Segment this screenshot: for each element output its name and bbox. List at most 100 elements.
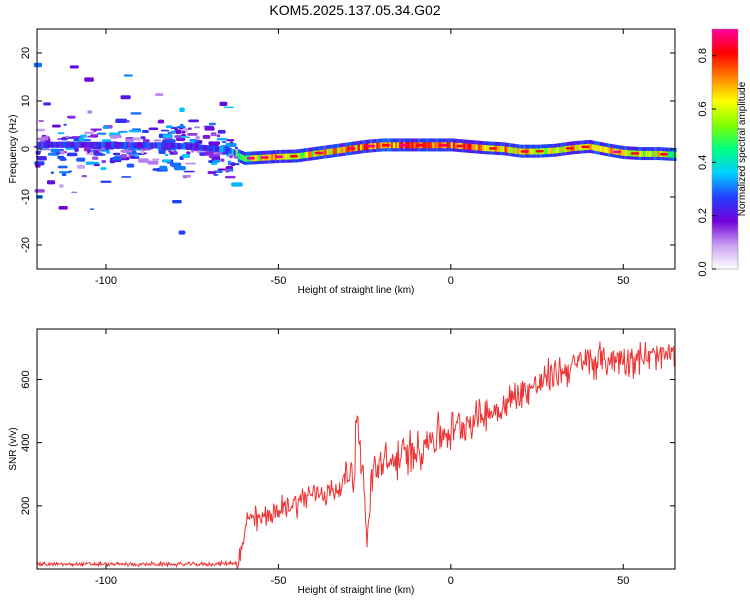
spectrogram-ridge-cell xyxy=(624,150,627,157)
spectrogram-ridge-cell xyxy=(283,153,286,160)
spectrogram-ridge-cell xyxy=(510,147,514,154)
spectrogram-ridge-cell xyxy=(504,146,507,153)
spectrogram-ridge-cell xyxy=(577,144,580,151)
spectrogram-ridge-cell xyxy=(423,142,427,149)
spectrogram-ridge-cell xyxy=(117,141,120,148)
spectrogram-ridge-cell xyxy=(59,141,62,148)
spectrogram-ridge-cell xyxy=(146,142,149,149)
spectrogram-noise-cell xyxy=(220,158,225,162)
spectrogram-ridge-cell xyxy=(65,141,69,148)
spectrogram-noise-cell xyxy=(120,95,131,100)
spectrogram-noise-cell xyxy=(120,154,128,159)
spectrogram-peak-cell xyxy=(439,143,448,147)
spectrogram-ridge-cell xyxy=(217,145,220,152)
spectrogram-ridge-cell xyxy=(432,142,435,149)
spectrogram-ridge-cell xyxy=(175,142,178,149)
spectrogram-ridge-cell xyxy=(138,142,141,149)
spectrogram-ridge-cell xyxy=(82,141,85,148)
spectrogram-ridge-cell xyxy=(426,142,429,149)
spectrogram-ridge-cell xyxy=(219,146,222,153)
spectrogram-ridge-cell xyxy=(177,142,180,149)
spectrogram-noise-cell xyxy=(180,134,187,136)
spectrogram-noise-cell xyxy=(94,153,106,156)
spectrogram-noise-cell xyxy=(169,162,182,167)
spectrogram-noise-cell xyxy=(58,171,71,174)
spectrogram-noise-cell xyxy=(186,136,191,139)
spectrogram-noise-cell xyxy=(80,134,88,138)
spectrogram-noise-cell xyxy=(208,141,220,146)
spectrogram-ridge-cell xyxy=(231,148,234,155)
spectrogram-ridge-cell xyxy=(413,142,416,149)
spectrogram-noise-cell xyxy=(84,77,94,82)
spectrogram-y-axis-title: Frequency (Hz) xyxy=(8,115,19,184)
spectrogram-ridge-cell xyxy=(51,141,54,148)
spectrogram-ridge-cell xyxy=(78,141,81,148)
spectrogram-peak-cell xyxy=(489,147,498,150)
spectrogram-noise-cell xyxy=(165,125,173,129)
spectrogram-ridge-cell xyxy=(651,150,654,157)
spectrogram-noise-cell xyxy=(202,134,211,139)
spectrogram-noise-cell xyxy=(181,154,191,158)
spectrogram-ridge-cell xyxy=(192,144,195,151)
spectrogram-ridge-cell xyxy=(554,147,557,154)
spectrogram-ridge-cell xyxy=(119,141,122,148)
spectrogram-noise-cell xyxy=(37,137,49,141)
spectrogram-ridge-cell xyxy=(595,145,598,152)
spectrogram-peak-cell xyxy=(246,157,255,160)
spectrogram-ridge-cell xyxy=(502,146,505,153)
snr-panel: -100 -50 0 50 200 400 600 Height of straight … xyxy=(8,328,676,596)
spectrogram-noise-cell xyxy=(100,167,107,171)
spectrogram-ridge-cell xyxy=(380,142,383,149)
spectrogram-ridge-cell xyxy=(256,155,259,162)
spectrogram-noise-cell xyxy=(152,158,160,161)
spectrogram-noise-cell xyxy=(231,182,243,187)
spectrogram-marks xyxy=(33,62,677,235)
spectrogram-noise-cell xyxy=(59,150,65,155)
spectrogram-noise-cell xyxy=(180,138,186,141)
spectrogram-noise-cell xyxy=(210,132,217,137)
spectrogram-ridge-cell xyxy=(343,146,346,153)
spectrogram-ridge-cell xyxy=(74,141,77,148)
spectrogram-peak-cell xyxy=(535,150,544,153)
spectrogram-noise-cell xyxy=(90,161,100,165)
spectrogram-ridge-cell xyxy=(84,141,87,148)
spectrogram-peak-cell xyxy=(581,145,590,149)
spectrogram-noise-cell xyxy=(89,208,95,210)
spectrogram-ridge-cell xyxy=(113,141,116,148)
spectrogram-noise-cell xyxy=(147,160,159,165)
spectrogram-ridge-cell xyxy=(111,141,114,148)
spectrogram-ridge-cell xyxy=(411,142,414,149)
colorbar-ticks: 0.0 0.2 0.4 0.6 0.8 xyxy=(697,48,716,277)
snr-x-ticks: -100 -50 0 50 xyxy=(95,329,629,587)
spectrogram-ridge-cell xyxy=(196,144,199,151)
spectrogram-ridge-cell xyxy=(361,144,365,151)
spectrogram-noise-cell xyxy=(63,123,67,126)
spectrogram-ridge-cell xyxy=(57,141,60,148)
spectrogram-ridge-cell xyxy=(208,145,211,152)
spectrogram-ridge-cell xyxy=(477,144,480,151)
spectrogram-noise-cell xyxy=(168,139,176,143)
spectrogram-ridge-cell xyxy=(148,142,151,149)
spectrogram-noise-cell xyxy=(93,163,100,167)
spectrogram-ridge-cell xyxy=(610,147,613,154)
spectrogram-ridge-cell xyxy=(434,142,437,149)
spectrogram-ridge-cell xyxy=(109,141,112,148)
spectrogram-ridge-cell xyxy=(446,142,449,149)
spectrogram-ridge-cell xyxy=(214,145,218,152)
colorbar-tick-label: 0.4 xyxy=(697,155,709,170)
spectrogram-ridge-cell xyxy=(132,142,135,149)
spectrogram-noise-cell xyxy=(219,101,228,106)
spectrogram-ridge-cell xyxy=(519,148,522,155)
spectrogram-noise-cell xyxy=(90,128,102,131)
snr-y-axis-title: SNR (v/v) xyxy=(8,427,19,470)
spectrogram-ridge-cell xyxy=(345,146,348,153)
spectrogram-y-tick-label: -20 xyxy=(20,237,32,253)
spectrogram-noise-cell xyxy=(213,159,221,163)
spectrogram-noise-cell xyxy=(158,149,166,154)
spectrogram-y-ticks: -20 -10 0 10 20 xyxy=(20,47,675,253)
spectrogram-ridge-cell xyxy=(171,142,174,149)
spectrogram-noise-cell xyxy=(35,128,45,132)
spectrogram-noise-cell xyxy=(120,149,133,153)
snr-x-tick-label: -50 xyxy=(270,575,286,587)
spectrogram-ridge-cell xyxy=(579,144,582,151)
